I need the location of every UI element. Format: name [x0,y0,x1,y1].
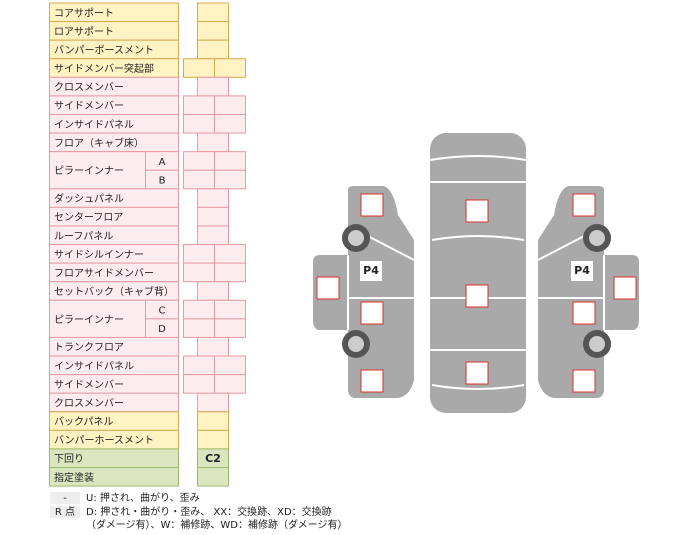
position-label: P4 [574,264,590,277]
entry-mark: C2 [205,452,221,465]
entry-cell[interactable] [183,374,215,394]
row-label: クロスメンバー [54,82,124,94]
row-label: ルーフパネル [54,230,113,242]
entry-cell[interactable] [183,113,215,134]
row-label: トランクフロア [54,342,124,354]
entry-cell[interactable] [197,336,229,357]
position-label: P4 [363,264,379,277]
entry-cell[interactable] [214,355,246,376]
entry-cell[interactable] [197,429,229,450]
row-label: フロア（キャブ床） [54,136,144,149]
row-label: バックパネル [54,416,114,428]
row-label: ダッシュパネル [54,192,124,205]
row-label: コアサポート [54,7,114,19]
entry-cell[interactable] [183,318,215,338]
row-label: セットバック（キャブ背） [54,285,174,298]
entry-cell[interactable] [214,374,246,394]
row-label: クロスメンバー [54,397,124,409]
entry-cell[interactable] [214,95,246,115]
entry-cell[interactable] [214,262,246,283]
entry-cell[interactable] [197,188,229,208]
entry-cell[interactable] [197,225,229,246]
sub-label: B [159,176,166,187]
entry-cell[interactable] [183,151,215,171]
row-label: ピラーインナー [54,314,124,326]
entry-cell[interactable] [214,244,246,264]
row-label: 下回り [54,453,84,465]
entry-cell[interactable] [197,411,229,431]
row-label-cell [49,467,179,487]
entry-cell[interactable] [197,132,229,153]
entry-cell[interactable] [214,151,246,171]
car-diagram: P4 P4 [313,133,639,413]
row-label: ピラーインナー [54,165,124,177]
row-label: インサイドパネル [54,119,134,131]
entry-cell[interactable] [183,58,215,78]
sub-label: D [158,324,166,335]
legend-text: U: 押され、曲がり、歪み [86,491,200,504]
entry-cell[interactable] [197,467,229,487]
entry-cell[interactable] [214,58,246,78]
legend-key-box [50,506,80,518]
entry-cell[interactable] [214,113,246,134]
entry-cell[interactable] [197,76,229,97]
entry-cell[interactable] [197,206,229,227]
legend-text: （ダメージ有）、W：補修跡、WD：補修跡（ダメージ有） [86,518,347,531]
row-label: バンパーホースメント [54,435,154,447]
entry-cell[interactable] [183,244,215,264]
row-label: インサイドパネル [54,360,134,372]
entry-cell[interactable] [197,281,229,301]
row-label: サイドメンバー [54,100,124,112]
row-label: サイドシルインナー [54,249,144,261]
sub-label: A [159,157,166,168]
legend-key-box [50,492,80,504]
entry-cell[interactable] [214,169,246,190]
row-label: センターフロア [54,212,123,224]
entry-cell[interactable] [214,299,246,320]
row-label: サイドメンバー [54,379,124,391]
row-label: ロアサポート [54,26,114,38]
entry-cell[interactable] [183,169,215,190]
entry-cell[interactable] [183,355,215,376]
legend-key: - [63,493,67,504]
entry-cell[interactable] [183,95,215,115]
entry-cell[interactable] [197,392,229,413]
entry-cell[interactable] [197,21,229,41]
row-label: サイドメンバー突起部 [54,62,154,75]
sub-label: C [159,306,166,317]
entry-cell[interactable] [183,262,215,283]
entry-cell[interactable] [197,39,229,60]
row-label: バンパーボースメント [54,44,154,56]
legend-text: D: 押され・曲がり・歪み、 XX：交換跡、XD：交換跡 [86,505,332,518]
entry-cell[interactable] [214,318,246,338]
row-label: フロアサイドメンバー [54,267,154,279]
legend-key: R 点 [55,506,75,518]
entry-cell[interactable] [197,2,229,23]
row-label-cell [49,151,146,190]
entry-cell[interactable] [183,299,215,320]
row-label: 指定塗装 [54,471,94,484]
